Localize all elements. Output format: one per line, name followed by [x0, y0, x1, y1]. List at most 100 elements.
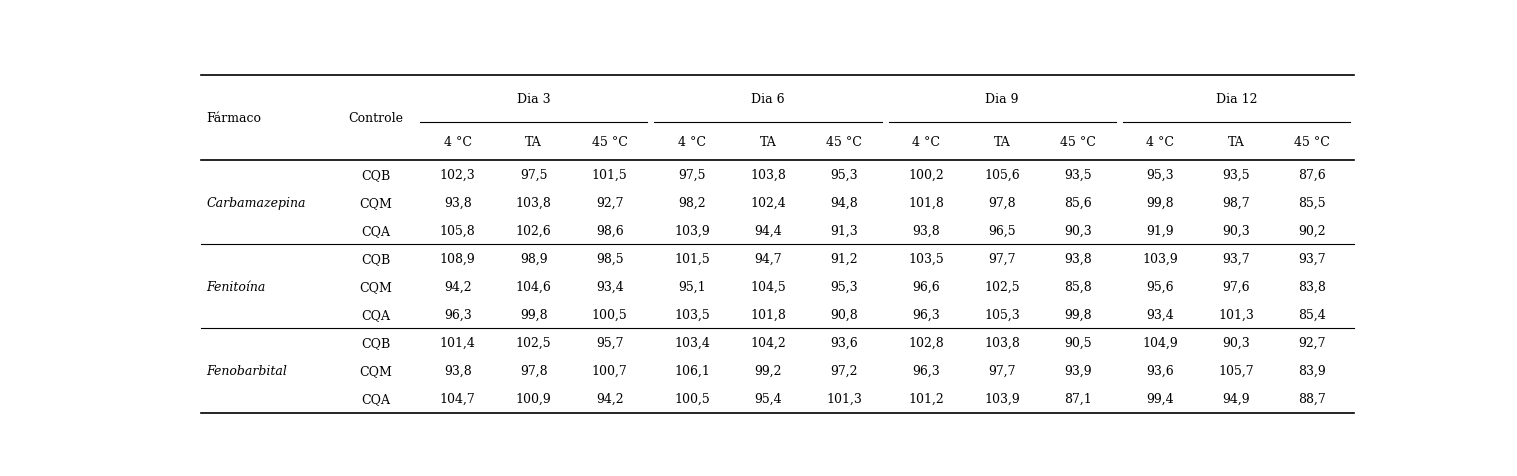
- Text: 85,8: 85,8: [1065, 280, 1092, 293]
- Text: 97,7: 97,7: [989, 364, 1016, 377]
- Text: 4 °C: 4 °C: [444, 136, 472, 149]
- Text: 87,6: 87,6: [1299, 169, 1326, 181]
- Text: 93,4: 93,4: [1147, 308, 1174, 321]
- Text: 90,8: 90,8: [830, 308, 857, 321]
- Text: 101,3: 101,3: [1218, 308, 1255, 321]
- Text: TA: TA: [994, 136, 1010, 149]
- Text: 93,5: 93,5: [1223, 169, 1250, 181]
- Text: 101,5: 101,5: [674, 252, 710, 265]
- Text: 99,8: 99,8: [1065, 308, 1092, 321]
- Text: 93,5: 93,5: [1065, 169, 1092, 181]
- Text: Fenobarbital: Fenobarbital: [206, 364, 287, 377]
- Text: 102,5: 102,5: [985, 280, 1019, 293]
- Text: 90,5: 90,5: [1065, 336, 1092, 349]
- Text: Dia 12: Dia 12: [1215, 93, 1258, 106]
- Text: 104,2: 104,2: [749, 336, 786, 349]
- Text: 95,7: 95,7: [596, 336, 623, 349]
- Text: Carbamazepina: Carbamazepina: [206, 196, 305, 209]
- Text: 88,7: 88,7: [1299, 392, 1326, 405]
- Text: 93,4: 93,4: [596, 280, 623, 293]
- Text: 93,6: 93,6: [830, 336, 857, 349]
- Text: 94,9: 94,9: [1223, 392, 1250, 405]
- Text: TA: TA: [1229, 136, 1245, 149]
- Text: 98,2: 98,2: [678, 196, 705, 209]
- Text: 90,3: 90,3: [1223, 224, 1250, 237]
- Text: 98,6: 98,6: [596, 224, 623, 237]
- Text: 45 °C: 45 °C: [825, 136, 862, 149]
- Text: Fármaco: Fármaco: [206, 111, 261, 125]
- Text: 93,9: 93,9: [1065, 364, 1092, 377]
- Text: Controle: Controle: [347, 111, 404, 125]
- Text: 105,7: 105,7: [1218, 364, 1255, 377]
- Text: 94,4: 94,4: [754, 224, 781, 237]
- Text: 103,5: 103,5: [674, 308, 710, 321]
- Text: 92,7: 92,7: [596, 196, 623, 209]
- Text: 101,5: 101,5: [592, 169, 628, 181]
- Text: 104,9: 104,9: [1142, 336, 1179, 349]
- Text: 96,3: 96,3: [912, 308, 941, 321]
- Text: 101,4: 101,4: [440, 336, 476, 349]
- Text: 45 °C: 45 °C: [1060, 136, 1097, 149]
- Text: 95,6: 95,6: [1147, 280, 1174, 293]
- Text: 98,5: 98,5: [596, 252, 623, 265]
- Text: 90,3: 90,3: [1223, 336, 1250, 349]
- Text: CQA: CQA: [361, 224, 390, 237]
- Text: 97,6: 97,6: [1223, 280, 1250, 293]
- Text: 105,6: 105,6: [985, 169, 1019, 181]
- Text: 102,6: 102,6: [516, 224, 552, 237]
- Text: 101,8: 101,8: [909, 196, 944, 209]
- Text: 106,1: 106,1: [674, 364, 710, 377]
- Text: 100,7: 100,7: [592, 364, 628, 377]
- Text: 103,8: 103,8: [516, 196, 552, 209]
- Text: 108,9: 108,9: [440, 252, 476, 265]
- Text: 91,9: 91,9: [1147, 224, 1174, 237]
- Text: 95,1: 95,1: [678, 280, 705, 293]
- Text: 93,7: 93,7: [1299, 252, 1326, 265]
- Text: 96,3: 96,3: [912, 364, 941, 377]
- Text: 97,5: 97,5: [678, 169, 705, 181]
- Text: 103,5: 103,5: [909, 252, 944, 265]
- Text: 98,7: 98,7: [1223, 196, 1250, 209]
- Text: 93,8: 93,8: [1065, 252, 1092, 265]
- Text: CQB: CQB: [361, 252, 390, 265]
- Text: 4 °C: 4 °C: [912, 136, 941, 149]
- Text: 101,8: 101,8: [749, 308, 786, 321]
- Text: 96,5: 96,5: [989, 224, 1016, 237]
- Text: 92,7: 92,7: [1299, 336, 1326, 349]
- Text: 105,3: 105,3: [985, 308, 1019, 321]
- Text: 99,4: 99,4: [1147, 392, 1174, 405]
- Text: 96,3: 96,3: [444, 308, 472, 321]
- Text: 95,3: 95,3: [830, 169, 857, 181]
- Text: 102,3: 102,3: [440, 169, 476, 181]
- Text: 45 °C: 45 °C: [592, 136, 628, 149]
- Text: 94,8: 94,8: [830, 196, 857, 209]
- Text: 99,8: 99,8: [1147, 196, 1174, 209]
- Text: 83,8: 83,8: [1299, 280, 1326, 293]
- Text: 4 °C: 4 °C: [678, 136, 705, 149]
- Text: 104,7: 104,7: [440, 392, 476, 405]
- Text: 103,9: 103,9: [674, 224, 710, 237]
- Text: 95,3: 95,3: [1147, 169, 1174, 181]
- Text: 95,3: 95,3: [830, 280, 857, 293]
- Text: CQB: CQB: [361, 336, 390, 349]
- Text: 45 °C: 45 °C: [1294, 136, 1330, 149]
- Text: 93,8: 93,8: [444, 364, 472, 377]
- Text: 103,4: 103,4: [674, 336, 710, 349]
- Text: CQM: CQM: [360, 196, 391, 209]
- Text: 97,5: 97,5: [520, 169, 548, 181]
- Text: 94,2: 94,2: [596, 392, 623, 405]
- Text: TA: TA: [525, 136, 542, 149]
- Text: 101,3: 101,3: [825, 392, 862, 405]
- Text: 100,9: 100,9: [516, 392, 552, 405]
- Text: CQM: CQM: [360, 364, 391, 377]
- Text: Dia 6: Dia 6: [751, 93, 784, 106]
- Text: TA: TA: [760, 136, 777, 149]
- Text: 97,8: 97,8: [989, 196, 1016, 209]
- Text: 90,3: 90,3: [1065, 224, 1092, 237]
- Text: 83,9: 83,9: [1299, 364, 1326, 377]
- Text: 97,7: 97,7: [989, 252, 1016, 265]
- Text: 93,6: 93,6: [1147, 364, 1174, 377]
- Text: Dia 9: Dia 9: [986, 93, 1019, 106]
- Text: 90,2: 90,2: [1299, 224, 1326, 237]
- Text: Fenitoína: Fenitoína: [206, 280, 265, 293]
